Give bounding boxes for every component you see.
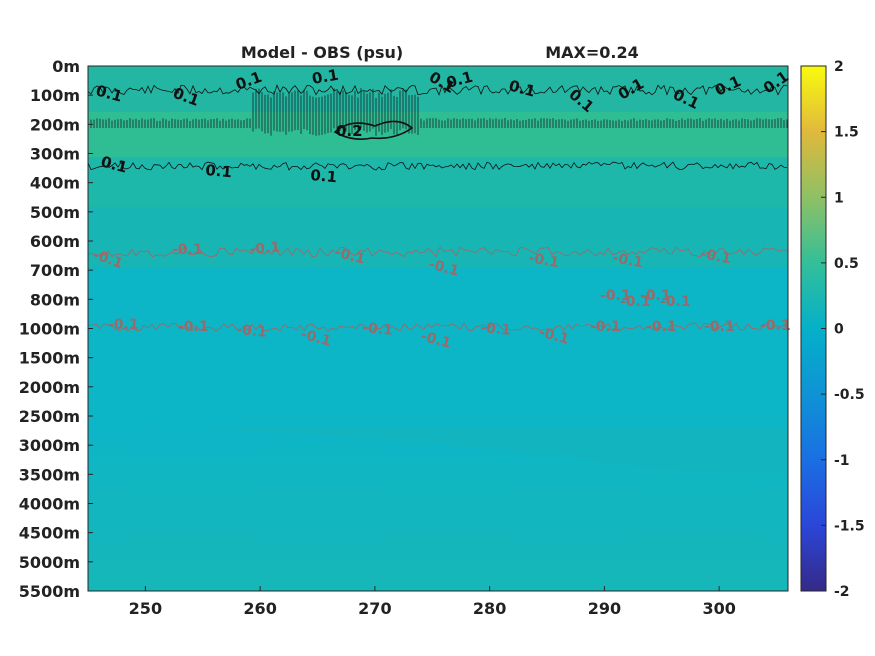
contour-line	[87, 161, 788, 171]
y-tick-label: 5500m	[19, 582, 80, 601]
y-tick-label: 2000m	[19, 378, 80, 397]
contour-label: -0.1	[333, 244, 367, 267]
contour-label: -0.1	[590, 319, 621, 335]
y-tick-label: 800m	[30, 290, 80, 309]
contour-label: -0.1	[760, 318, 791, 334]
contour-label: -0.1	[419, 328, 453, 351]
y-tick-label: 400m	[30, 174, 80, 193]
contour-label: -0.1	[537, 324, 571, 347]
contour-label: -0.1	[620, 294, 651, 310]
contour-label: -0.1	[172, 242, 203, 258]
y-tick-label: 200m	[30, 115, 80, 134]
x-tick-label: 260	[243, 599, 276, 618]
y-tick-label: 0m	[52, 57, 80, 76]
colorbar-tick-label: 0	[834, 322, 844, 338]
colorbar-ticks: 2 1.5 1 0.5 0 -0.5 -1 -1.5 -2	[821, 59, 865, 600]
y-tick-label: 4500m	[19, 524, 80, 543]
contour-label: -0.1	[249, 239, 281, 258]
contour-label: 0.1	[205, 161, 233, 181]
colorbar-tick-label: -1.5	[834, 518, 865, 534]
contour-label: -0.1	[660, 294, 691, 310]
field-layer-200m	[88, 112, 788, 157]
contour-label: -0.1	[236, 322, 268, 341]
y-tick-label: 600m	[30, 232, 80, 251]
contour-label: -0.1	[427, 256, 461, 279]
colorbar-tick-label: 2	[834, 59, 844, 75]
y-tick-label: 300m	[30, 145, 80, 164]
contour-label: -0.1	[299, 326, 333, 349]
field-layer-deep-upper	[88, 267, 788, 427]
y-tick-label: 3000m	[19, 436, 80, 455]
contour-line	[87, 246, 789, 258]
y-tick-label: 5000m	[19, 553, 80, 572]
y-tick-label: 1500m	[19, 349, 80, 368]
contour-line	[87, 322, 789, 332]
x-tick-label: 250	[129, 599, 162, 618]
contour-label: -0.1	[527, 250, 560, 271]
y-tick-label: 1000m	[19, 320, 80, 339]
x-tick-label: 290	[588, 599, 621, 618]
y-axis: 0m 100m 200m 300m 400m 500m 600m 700m 800m 1000m 1…	[19, 57, 93, 601]
x-tick-label: 270	[358, 599, 391, 618]
contour-label: -0.1	[646, 319, 677, 335]
contour-label: -0.1	[480, 320, 512, 339]
field-layer-thermocline	[88, 157, 788, 207]
x-tick-label: 280	[473, 599, 506, 618]
contour-label: -0.1	[108, 317, 139, 333]
y-tick-label: 100m	[30, 86, 80, 105]
chart-title: Model - OBS (psu)	[241, 43, 403, 62]
colorbar-tick-label: -2	[834, 584, 850, 600]
colorbar: 2 1.5 1 0.5 0 -0.5 -1 -1.5 -2	[800, 59, 865, 600]
colorbar-tick-label: -1	[834, 453, 850, 469]
colorbar-tick-label: 1	[834, 190, 844, 206]
y-tick-label: 700m	[30, 261, 80, 280]
contour-label: -0.1	[699, 246, 732, 267]
y-tick-label: 4000m	[19, 495, 80, 514]
colorbar-tick-label: -0.5	[834, 387, 865, 403]
plot-area: 0.1 0.10.1 0.1 0.10.1 0.1 0.1 0.1 0.1 0.1 0.10.1 0…	[87, 65, 792, 592]
colorbar-tick-label: 1.5	[834, 125, 859, 141]
y-tick-label: 500m	[30, 203, 80, 222]
contour-label: -0.1	[178, 319, 209, 335]
contour-line	[333, 120, 414, 140]
x-tick-label: 300	[702, 599, 735, 618]
contour-lines	[87, 84, 789, 332]
contour-label: -0.1	[362, 320, 394, 339]
field-layer-intermediate	[88, 207, 788, 267]
max-label: MAX=0.24	[545, 43, 639, 62]
field-layer-bottom	[88, 420, 788, 591]
contour-label: -0.1	[600, 288, 631, 304]
contour-label: -0.1	[611, 250, 644, 271]
contour-label: -0.1	[704, 319, 735, 335]
colorbar-tick-label: 0.5	[834, 256, 859, 272]
contour-label: 0.2	[336, 122, 363, 140]
y-tick-label: 3500m	[19, 465, 80, 484]
y-tick-label: 2500m	[19, 407, 80, 426]
x-axis: 250 260 270 280 290 300	[129, 586, 736, 618]
contour-label: -0.1	[640, 288, 671, 304]
contour-label: 0.1	[311, 66, 340, 88]
contour-label: 0.1	[310, 166, 338, 186]
contour-line	[87, 84, 788, 96]
